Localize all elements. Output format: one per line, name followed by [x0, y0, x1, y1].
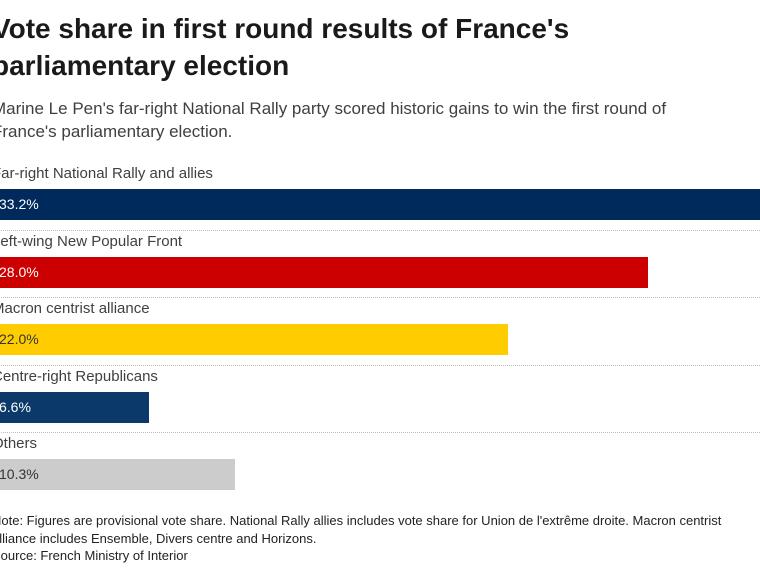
value-label: 10.3%: [0, 466, 39, 482]
chart-title: Vote share in first round results of Fra…: [0, 13, 570, 81]
note: Note: Figures are provisional vote share…: [0, 513, 722, 546]
value-label: 22.0%: [0, 331, 39, 347]
source: Source: French Ministry of Interior: [0, 548, 188, 563]
bar-row: Far-right National Rally and allies 33.2%: [0, 163, 760, 231]
bar: 22.0%: [0, 324, 509, 355]
value-label: 28.0%: [0, 263, 39, 280]
category-label: Others: [0, 435, 38, 452]
category-label: Far-right National Rally and allies: [0, 165, 213, 182]
bar: 10.3%: [0, 459, 236, 490]
bar-row: Others 10.3%: [0, 433, 760, 501]
category-label: Macron centrist alliance: [0, 300, 150, 317]
bar-row: Centre-right Republicans 6.6%: [0, 366, 760, 433]
bar-row: Macron centrist alliance 22.0%: [0, 298, 760, 366]
bar-row: Left-wing New Popular Front 28.0%: [0, 231, 760, 298]
category-label: Centre-right Republicans: [0, 367, 158, 385]
chart-subtitle: Marine Le Pen's far-right National Rally…: [0, 99, 667, 141]
bar-rows: Far-right National Rally and allies 33.2%…: [0, 163, 760, 501]
value-label: 33.2%: [0, 196, 39, 212]
bar: 28.0%: [0, 256, 649, 288]
value-label: 6.6%: [0, 398, 31, 415]
category-label: Left-wing New Popular Front: [0, 232, 183, 250]
bar: 6.6%: [0, 391, 149, 423]
bar: 33.2%: [0, 189, 760, 220]
